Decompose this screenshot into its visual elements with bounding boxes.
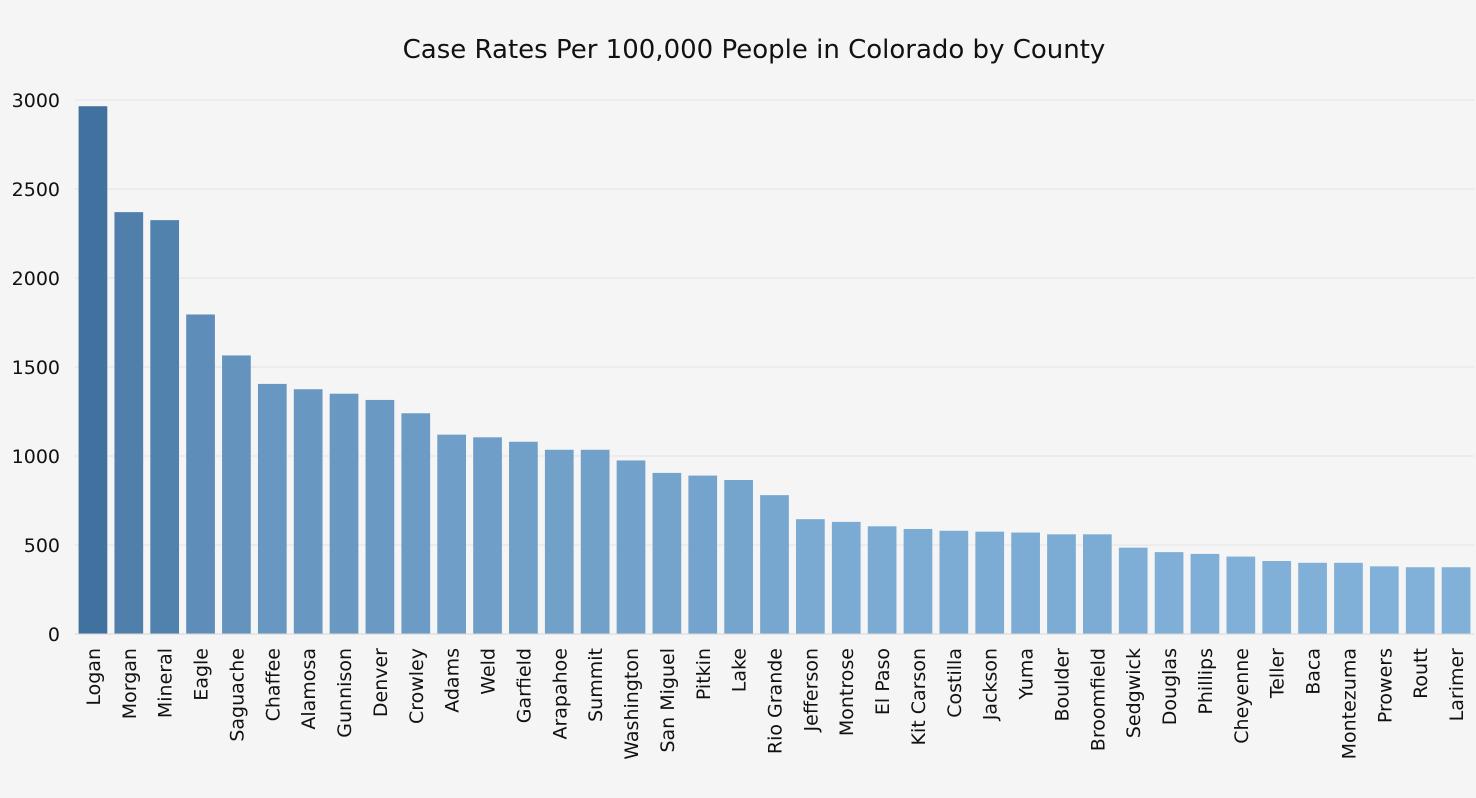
y-axis-tick-labels: 0 500 1000 1500 2000 2500 3000 — [12, 90, 60, 646]
y-tick-label: 2500 — [12, 179, 60, 201]
x-category-label: Garfield — [513, 648, 535, 723]
bar-montezuma — [1334, 562, 1363, 634]
x-category-label: Broomfield — [1087, 648, 1109, 751]
bar-rio-grande — [760, 495, 789, 634]
bar-weld — [473, 437, 502, 634]
x-axis-category-labels: Logan Morgan Mineral Eagle Saguache Chaffee Al… — [83, 648, 1468, 760]
x-category-label: Montezuma — [1338, 648, 1360, 759]
x-category-label: Chaffee — [262, 648, 284, 721]
bar-saguache — [222, 355, 251, 634]
x-category-label: San Miguel — [657, 648, 679, 753]
bar-lake — [724, 480, 753, 634]
x-category-label: Weld — [478, 648, 500, 695]
bar-denver — [365, 399, 395, 634]
x-category-label: Rio Grande — [765, 648, 787, 754]
y-tick-label: 0 — [48, 624, 60, 646]
bar-routt — [1405, 567, 1435, 634]
bar-mineral — [150, 220, 180, 634]
x-category-label: Crowley — [406, 648, 428, 724]
bar-garfield — [509, 441, 538, 634]
bar-cheyenne — [1226, 556, 1256, 634]
x-category-label: Yuma — [1016, 648, 1038, 701]
x-category-label: Mineral — [155, 648, 177, 718]
bar-gunnison — [329, 393, 359, 634]
bar-yuma — [1011, 532, 1040, 634]
bar-washington — [616, 460, 646, 634]
x-category-label: Adams — [442, 648, 464, 713]
bar-logan — [78, 106, 108, 635]
y-tick-label: 2000 — [12, 268, 60, 290]
bar-san-miguel — [652, 472, 682, 634]
x-category-label: Boulder — [1051, 648, 1073, 722]
bar-jackson — [975, 531, 1005, 634]
x-category-label: Sedgwick — [1123, 648, 1145, 738]
bar-montrose — [831, 521, 861, 634]
bar-eagle — [186, 314, 215, 634]
bar-baca — [1298, 562, 1327, 634]
x-category-label: El Paso — [872, 648, 894, 715]
bar-alamosa — [293, 389, 323, 634]
bar-chaffee — [257, 383, 287, 634]
x-category-label: Logan — [83, 648, 105, 706]
x-category-label: Saguache — [226, 648, 248, 742]
x-category-label: Alamosa — [298, 648, 320, 730]
bar-larimer — [1441, 567, 1471, 634]
bar-arapahoe — [544, 449, 574, 634]
bar-morgan — [114, 212, 144, 634]
x-category-label: Cheyenne — [1231, 648, 1253, 744]
bar-douglas — [1154, 552, 1184, 634]
x-category-label: Jackson — [980, 648, 1002, 721]
x-category-label: Montrose — [836, 648, 858, 736]
bar-boulder — [1047, 534, 1076, 634]
bar-broomfield — [1083, 534, 1112, 634]
bar-el-paso — [867, 526, 897, 634]
bars — [78, 106, 1471, 635]
y-tick-label: 1500 — [12, 357, 60, 379]
x-category-label: Lake — [729, 648, 751, 692]
x-category-label: Costilla — [944, 648, 966, 718]
x-category-label: Teller — [1267, 648, 1289, 699]
bar-kit-carson — [903, 528, 933, 634]
bar-costilla — [939, 530, 969, 634]
y-tick-label: 1000 — [12, 446, 60, 468]
x-category-label: Pitkin — [693, 648, 715, 700]
x-category-label: Arapahoe — [549, 648, 571, 740]
x-category-label: Kit Carson — [908, 648, 930, 746]
bar-crowley — [401, 413, 431, 634]
bar-jefferson — [796, 519, 825, 634]
bar-phillips — [1190, 553, 1220, 634]
x-category-label: Routt — [1410, 648, 1432, 699]
x-category-label: Larimer — [1446, 648, 1468, 722]
x-category-label: Gunnison — [334, 648, 356, 738]
y-tick-label: 3000 — [12, 90, 60, 112]
chart-title: Case Rates Per 100,000 People in Colorad… — [403, 35, 1106, 65]
bar-sedgwick — [1118, 547, 1148, 634]
x-category-label: Eagle — [191, 648, 213, 701]
x-category-label: Jefferson — [800, 648, 822, 732]
x-category-label: Denver — [370, 648, 392, 717]
x-category-label: Phillips — [1195, 648, 1217, 715]
bar-adams — [437, 434, 467, 634]
x-category-label: Summit — [585, 648, 607, 722]
bar-prowers — [1369, 566, 1399, 634]
bar-teller — [1262, 561, 1292, 634]
y-tick-label: 500 — [24, 535, 60, 557]
x-category-label: Morgan — [119, 648, 141, 719]
x-category-label: Washington — [621, 648, 643, 760]
x-category-label: Baca — [1303, 648, 1325, 695]
bar-pitkin — [688, 475, 718, 634]
x-category-label: Prowers — [1374, 648, 1396, 723]
x-category-label: Douglas — [1159, 648, 1181, 725]
bar-summit — [580, 449, 610, 634]
